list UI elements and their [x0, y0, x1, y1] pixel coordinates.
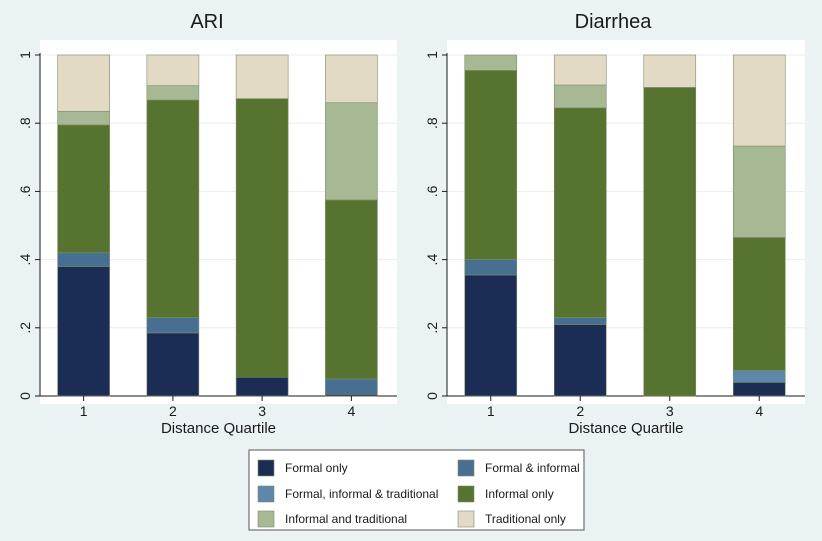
legend: Formal only Formal, informal & traditiona…	[248, 449, 585, 531]
legend-swatch-formal-informal-traditional	[257, 485, 275, 503]
x-tick-label: 3	[258, 403, 266, 419]
x-tick-label: 1	[80, 403, 88, 419]
y-tick-label: .8	[424, 117, 440, 129]
bar-segment-diarrhea-4-informal-and-traditional	[732, 145, 786, 238]
bar-segment-diarrhea-2-traditional-only	[553, 54, 607, 86]
legend-swatch-formal-informal	[457, 459, 475, 477]
y-tick-label: 0	[17, 392, 33, 400]
bar-segment-diarrhea-2-formal-informal	[553, 317, 607, 325]
panel-title-diarrhea: Diarrhea	[575, 11, 653, 33]
panel-diarrhea: Diarrhea 0 .2 .4 .6 .8 1 1 2 3 4 Distance Quartile	[424, 11, 805, 437]
x-tick-label: 1	[487, 403, 495, 419]
legend-box	[248, 449, 585, 531]
bar-segment-ari-2-formal-only	[146, 332, 200, 397]
bar-segment-diarrhea-1-informal-and-traditional	[464, 54, 518, 71]
bar-segment-ari-4-traditional-only	[325, 54, 378, 104]
x-tick-label: 2	[169, 403, 177, 419]
y-tick-label: .2	[424, 322, 440, 334]
legend-label-informal-only: Informal only	[485, 487, 554, 501]
bar-segment-diarrhea-4-traditional-only	[732, 54, 786, 147]
bar-segment-diarrhea-4-formal-only	[732, 382, 786, 397]
legend-swatch-informal-only	[457, 485, 475, 503]
legend-label-traditional-only: Traditional only	[485, 512, 566, 526]
x-axis-label-diarrhea: Distance Quartile	[568, 420, 683, 437]
bar-segment-ari-4-informal-only	[325, 199, 378, 380]
bar-segment-diarrhea-2-informal-only	[553, 107, 607, 318]
y-tick-label: .6	[424, 185, 440, 197]
legend-swatch-traditional-only	[457, 510, 475, 528]
bar-segment-ari-1-traditional-only	[57, 54, 110, 112]
bar-segment-ari-3-formal-only	[235, 376, 289, 397]
bar-segment-ari-1-informal-and-traditional	[57, 110, 110, 126]
y-tick-label: 0	[424, 392, 440, 400]
legend-label-informal-and-traditional: Informal and traditional	[285, 512, 407, 526]
bar-segment-diarrhea-3-traditional-only	[643, 54, 697, 88]
y-tick-label: .2	[17, 322, 33, 334]
bar-segment-ari-1-informal-only	[57, 124, 110, 254]
bar-segment-diarrhea-1-informal-only	[464, 70, 518, 260]
x-tick-label: 4	[755, 403, 763, 419]
y-tick-label: .6	[17, 185, 33, 197]
legend-label-formal-informal-traditional: Formal, informal & traditional	[285, 487, 438, 501]
bar-segment-ari-2-formal-informal	[146, 317, 200, 334]
x-tick-label: 4	[347, 403, 355, 419]
y-tick-label: .8	[17, 117, 33, 129]
y-tick-label: 1	[17, 51, 33, 59]
bar-segment-ari-2-informal-and-traditional	[146, 85, 200, 101]
y-tick-label: .4	[17, 254, 33, 266]
bar-segment-diarrhea-4-informal-only	[732, 237, 786, 371]
bar-segment-ari-2-informal-only	[146, 99, 200, 318]
bar-segment-diarrhea-2-informal-and-traditional	[553, 84, 607, 109]
bar-segment-diarrhea-4-formal-informal-traditional	[732, 370, 786, 383]
y-tick-label: 1	[424, 51, 440, 59]
bar-segment-ari-3-traditional-only	[235, 54, 289, 99]
legend-label-formal-only: Formal only	[285, 461, 348, 475]
bar-segment-ari-4-formal-informal	[325, 378, 378, 395]
bar-segment-diarrhea-1-formal-informal	[464, 259, 518, 276]
bar-segment-ari-1-formal-only	[57, 266, 110, 397]
bar-segment-ari-2-traditional-only	[146, 54, 200, 86]
panel-ari: ARI 0 .2 .4 .6 .8 1 1 2 3 4 Distance Quartile	[17, 11, 397, 437]
x-tick-label: 2	[576, 403, 584, 419]
bar-segment-diarrhea-3-informal-only	[643, 87, 697, 397]
x-axis-label-ari: Distance Quartile	[161, 420, 276, 437]
legend-swatch-informal-and-traditional	[257, 510, 275, 528]
bar-segment-ari-3-informal-only	[235, 98, 289, 378]
bar-segment-diarrhea-2-formal-only	[553, 324, 607, 397]
x-tick-label: 3	[666, 403, 674, 419]
legend-swatch-formal-only	[257, 459, 275, 477]
y-tick-label: .4	[424, 254, 440, 266]
legend-label-formal-informal: Formal & informal	[485, 461, 580, 475]
bar-segment-diarrhea-1-formal-only	[464, 274, 518, 397]
bar-segment-ari-1-formal-informal	[57, 252, 110, 267]
panel-title-ari: ARI	[190, 11, 223, 33]
bar-segment-ari-4-informal-and-traditional	[325, 102, 378, 201]
